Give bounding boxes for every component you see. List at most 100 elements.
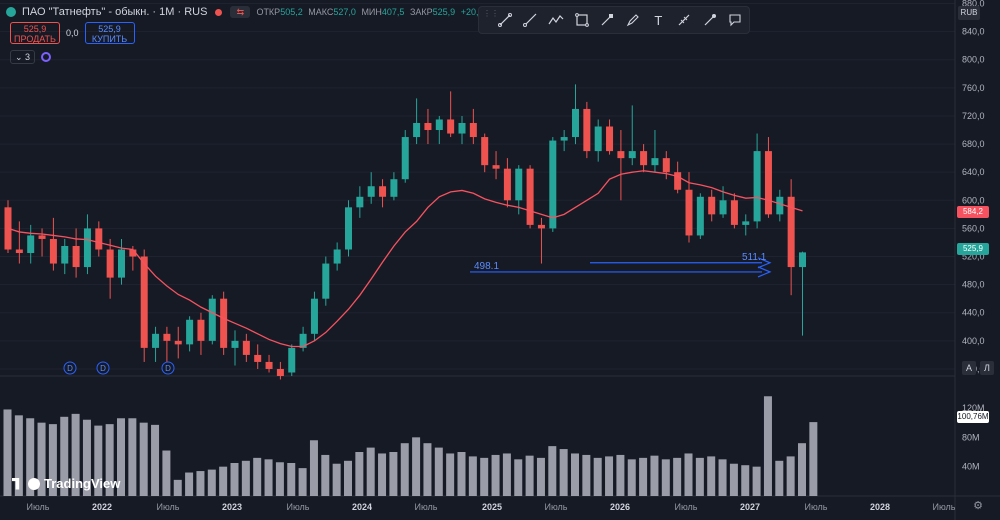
brush-icon[interactable] bbox=[597, 10, 617, 30]
candle bbox=[38, 228, 46, 257]
pen-icon[interactable] bbox=[623, 10, 643, 30]
candle-body bbox=[197, 319, 205, 341]
candle-body bbox=[764, 151, 772, 215]
currency-selector[interactable]: RUB bbox=[958, 6, 980, 20]
volume-bar bbox=[82, 419, 91, 496]
candle-body bbox=[106, 249, 114, 278]
candle bbox=[322, 256, 330, 306]
volume-bar bbox=[457, 452, 466, 496]
sell-button[interactable]: 525,9 ПРОДАТЬ bbox=[10, 22, 60, 44]
measure-icon[interactable] bbox=[674, 10, 694, 30]
volume-bar bbox=[559, 449, 568, 496]
candle-series bbox=[4, 84, 806, 380]
dividend-circle bbox=[96, 361, 110, 375]
log-scale-button[interactable]: Л bbox=[980, 361, 994, 375]
volume-bar bbox=[196, 471, 205, 496]
candle-body bbox=[333, 249, 341, 264]
candle bbox=[606, 119, 614, 155]
candle bbox=[594, 119, 602, 162]
moving-average-line bbox=[7, 170, 803, 348]
candle-body bbox=[38, 235, 46, 239]
dividend-marker: D bbox=[63, 361, 77, 375]
marker-icon[interactable] bbox=[700, 10, 720, 30]
candle-body bbox=[288, 347, 296, 373]
volume-bar bbox=[264, 459, 273, 496]
price-tick-label: 560,0 bbox=[962, 223, 985, 233]
price-tick-label: 840,0 bbox=[962, 27, 985, 37]
text-icon[interactable]: T bbox=[654, 12, 663, 28]
candle-body bbox=[662, 158, 670, 173]
compare-icon[interactable]: ⇆ bbox=[230, 6, 251, 18]
candle bbox=[186, 316, 194, 352]
candle-body bbox=[208, 298, 216, 341]
dividend-label: D bbox=[165, 364, 171, 373]
volume-bar bbox=[48, 424, 57, 496]
volume-bar bbox=[661, 459, 670, 496]
time-tick-label: 2025 bbox=[482, 502, 502, 512]
volume-bar bbox=[253, 457, 262, 496]
comment-icon[interactable] bbox=[725, 10, 745, 30]
auto-scale-button[interactable]: A bbox=[962, 361, 976, 375]
volume-bar bbox=[741, 465, 750, 496]
buy-button[interactable]: 525,9 КУПИТЬ bbox=[84, 22, 135, 44]
candle-body bbox=[254, 354, 262, 362]
indicator-status-icon[interactable] bbox=[41, 52, 52, 62]
candle-body bbox=[526, 168, 534, 225]
candle bbox=[447, 91, 455, 138]
candle-body bbox=[583, 108, 591, 152]
dividend-marker: D bbox=[96, 361, 110, 375]
candle-body bbox=[401, 137, 409, 180]
market-status-icon bbox=[215, 8, 223, 16]
candle bbox=[265, 354, 273, 373]
volume-bar bbox=[752, 466, 761, 496]
ray-arrowhead bbox=[757, 266, 772, 278]
volume-bar bbox=[162, 450, 171, 496]
spread-value: 0,0 bbox=[66, 28, 79, 38]
horizontal-ray: 498.1 bbox=[470, 261, 772, 278]
candle bbox=[435, 115, 443, 145]
volume-bar bbox=[71, 413, 80, 496]
volume-bar bbox=[207, 469, 216, 496]
drag-handle-icon[interactable]: ⋮⋮ bbox=[483, 9, 499, 18]
candle-body bbox=[447, 119, 455, 134]
candle-body bbox=[503, 168, 511, 201]
symbol-title[interactable]: ПАО "Татнефть" - обыкн. · 1М · RUS bbox=[22, 6, 208, 18]
gear-icon[interactable]: ⚙ bbox=[973, 500, 983, 512]
candle bbox=[515, 165, 523, 215]
candle bbox=[503, 158, 511, 208]
volume-bar bbox=[185, 472, 194, 496]
candle-body bbox=[163, 333, 171, 341]
candle bbox=[776, 189, 784, 222]
candle-body bbox=[492, 165, 500, 169]
dividend-circle bbox=[161, 361, 175, 375]
candle-body bbox=[390, 179, 398, 197]
volume-bar bbox=[366, 447, 375, 496]
candle bbox=[764, 137, 772, 218]
candle-body bbox=[299, 333, 307, 348]
horizontal-rays[interactable]: 498.1 511.1 bbox=[470, 252, 772, 278]
ray-label: 498.1 bbox=[474, 261, 499, 272]
candle bbox=[254, 344, 262, 369]
price-grid bbox=[0, 3, 955, 370]
indicators-toggle[interactable]: ⌄ 3 bbox=[10, 50, 36, 64]
rectangle-icon[interactable] bbox=[572, 10, 592, 30]
volume-bar bbox=[128, 418, 137, 496]
candle-body bbox=[606, 126, 614, 152]
candle-body bbox=[424, 122, 432, 131]
candle bbox=[333, 242, 341, 271]
candle-body bbox=[322, 263, 330, 299]
candle bbox=[560, 130, 568, 152]
path-icon[interactable] bbox=[546, 10, 566, 30]
ray-icon[interactable] bbox=[521, 10, 541, 30]
volume-bar bbox=[344, 460, 352, 496]
time-tick-label: 2026 bbox=[610, 502, 630, 512]
candle bbox=[174, 326, 182, 359]
candle bbox=[367, 172, 375, 204]
candle bbox=[345, 200, 352, 257]
volume-bar bbox=[389, 452, 398, 496]
tradingview-logo[interactable]: TradingView bbox=[12, 476, 120, 491]
candle-body bbox=[685, 189, 693, 236]
trendline-icon[interactable] bbox=[495, 10, 515, 30]
